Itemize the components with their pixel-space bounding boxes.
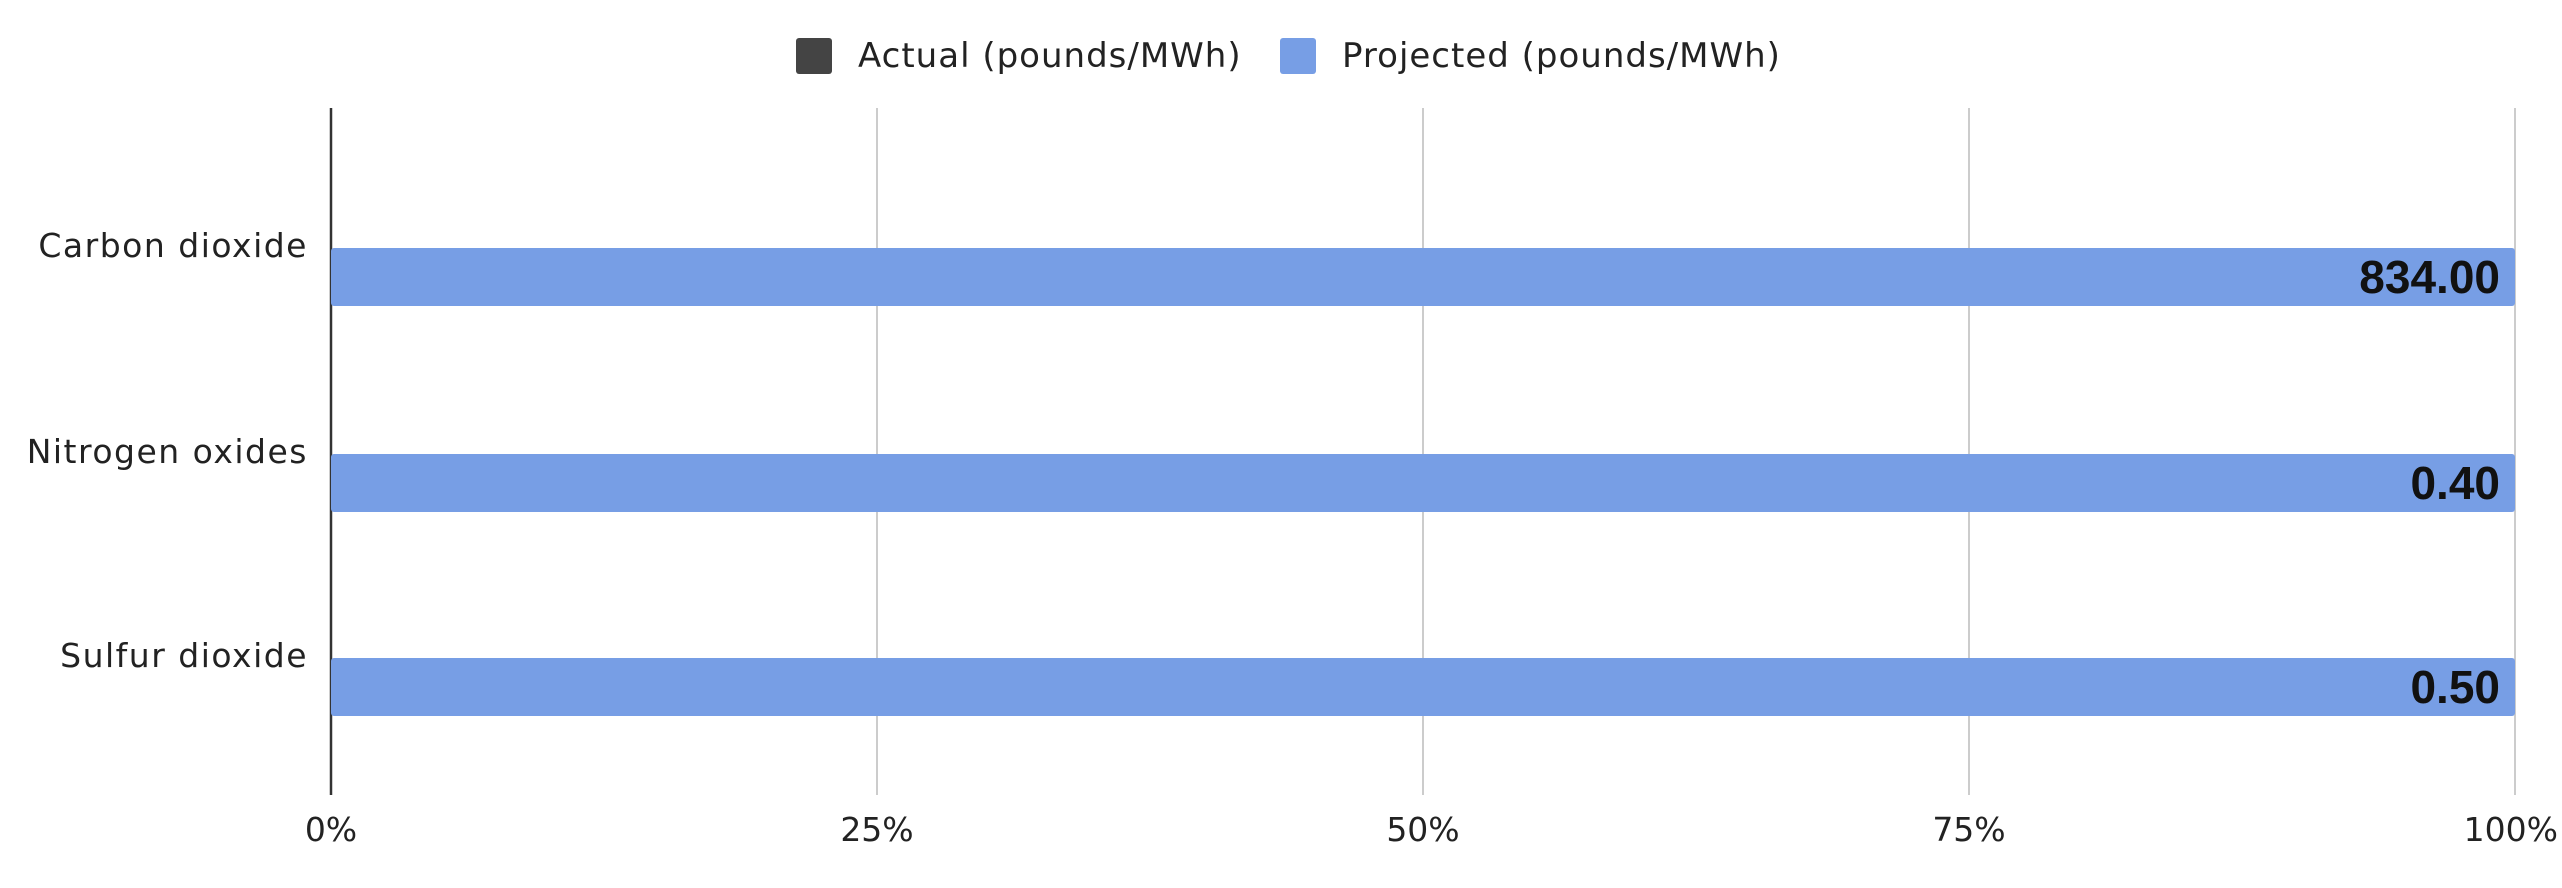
category-label: Carbon dioxide bbox=[38, 226, 308, 265]
legend: Actual (pounds/MWh) Projected (pounds/MWh… bbox=[796, 36, 1781, 76]
bar bbox=[331, 248, 2515, 306]
x-tick-label: 75% bbox=[1932, 810, 2005, 849]
category-label: Sulfur dioxide bbox=[60, 636, 308, 675]
data-label: 0.50 bbox=[2410, 661, 2500, 713]
legend-label: Projected (pounds/MWh) bbox=[1342, 36, 1781, 76]
legend-label: Actual (pounds/MWh) bbox=[858, 36, 1242, 76]
category-label: Nitrogen oxides bbox=[27, 432, 308, 471]
data-label: 0.40 bbox=[2410, 457, 2500, 509]
x-tick-label: 0% bbox=[305, 810, 357, 849]
x-tick-label: 100% bbox=[2464, 810, 2558, 849]
data-labels: 834.00 0.40 0.50 bbox=[2359, 251, 2500, 713]
category-labels: Carbon dioxide Nitrogen oxides Sulfur diox… bbox=[27, 226, 308, 675]
x-tick-label: 50% bbox=[1386, 810, 1459, 849]
legend-swatch bbox=[1280, 38, 1316, 74]
bar bbox=[331, 658, 2515, 716]
x-tick-label: 25% bbox=[840, 810, 913, 849]
data-label: 834.00 bbox=[2359, 251, 2500, 303]
legend-swatch bbox=[796, 38, 832, 74]
bars bbox=[331, 248, 2515, 716]
bar bbox=[331, 454, 2515, 512]
x-axis-ticks: 0% 25% 50% 75% 100% bbox=[305, 810, 2558, 849]
